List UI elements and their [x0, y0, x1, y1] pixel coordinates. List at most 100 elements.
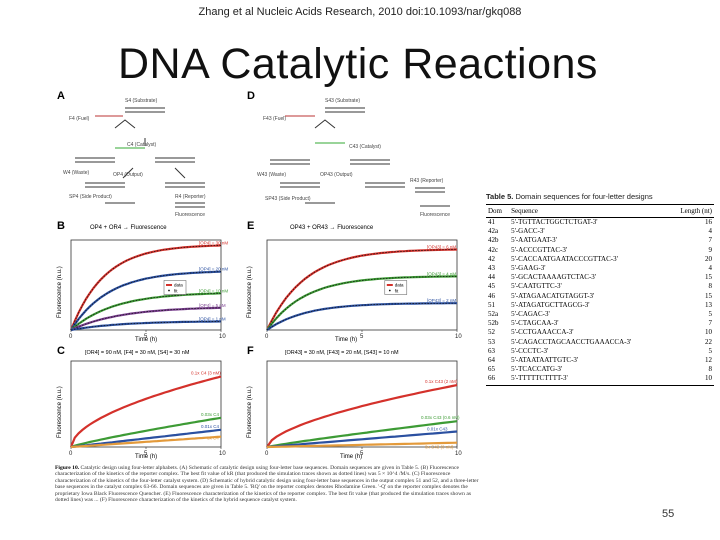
fit-curve [266, 249, 458, 331]
curve-label: 0.03x C43 (0.6 nM) [421, 415, 460, 420]
table-row: 41 5'-TGTTACTGGCTCTGAT-3' 16 [486, 218, 714, 228]
cell-dom: 51 [488, 300, 495, 309]
cell-dom: 43 [488, 264, 495, 273]
cell-length: 10 [705, 328, 712, 337]
schematic-a-text-7: Fluorescence [175, 212, 205, 218]
data-curve [266, 430, 458, 449]
panel-f-plot: F [OR43] = 30 nM, [F43] = 20 nM, [S43] =… [245, 343, 480, 460]
cell-length: 8 [708, 282, 713, 291]
legend-data-label: data [395, 283, 404, 288]
table-row: 66 5'-TTTTTCTTTT-3' 10 [486, 374, 714, 386]
cell-length: 9 [708, 245, 713, 254]
x-tick-label: 0 [265, 451, 269, 457]
panel-f-svg: [OR43] = 30 nM, [F43] = 20 nM, [S43] = 1… [247, 350, 462, 460]
data-curve [266, 384, 458, 448]
header-length: Length (nt) [668, 204, 714, 218]
cell-sequence: 5'-AATGAAT-3' [511, 236, 557, 245]
cell-dom: 46 [488, 291, 495, 300]
x-tick-label: 5 [360, 334, 364, 340]
cell-length: 4 [708, 227, 713, 236]
figure-10: A S4 (Substrate) F4 (Fuel) C4 (Catalyst)… [55, 88, 480, 460]
panel-b-plot: B OP4 + OR4 → Fluorescence Fluorescence … [55, 218, 245, 343]
cell-dom: 41 [488, 218, 495, 226]
x-tick-label: 0 [69, 451, 73, 457]
legend-data-label: data [174, 283, 183, 288]
cell-sequence: 5'-CAGACCTAGCAACCTGAAACCA-3' [511, 337, 632, 346]
x-tick-label: 5 [144, 451, 148, 457]
x-tick-label: 0 [265, 334, 269, 340]
cell-dom: 63 [488, 346, 495, 355]
table-row: 51 5'-ATAGATGCTTAGCG-3' 13 [486, 301, 714, 310]
schematic-a-text-2: C4 (Catalyst) [127, 142, 157, 148]
schematic-a-text-4: OP4 (Output) [113, 172, 143, 178]
cell-dom: 52b [488, 319, 499, 328]
cell-sequence: 5'-CCTGAAACCA-3' [511, 328, 574, 337]
panel-e-label: E [247, 220, 255, 232]
figure-caption-label: Figure 10. [55, 465, 80, 471]
table-row: 52a 5'-CAGAC-3' 5 [486, 310, 714, 319]
x-tick-label: 10 [219, 451, 226, 457]
data-curve [70, 306, 222, 332]
table-caption: Table 5. Domain sequences for four-lette… [486, 192, 714, 201]
x-tick-label: 0 [69, 334, 73, 340]
cell-sequence: 5'-CACCAATGAATACCCGTTAC-3' [511, 254, 618, 263]
schematic-d-text-3: W43 (Waste) [257, 172, 286, 178]
schematic-d-text-2: C43 (Catalyst) [349, 144, 381, 150]
cell-length: 15 [705, 273, 712, 282]
panel-a-diagram: S4 (Substrate) F4 (Fuel) C4 (Catalyst) W… [63, 98, 206, 218]
panel-c-label: C [57, 345, 65, 357]
cell-sequence: 5'-CCCTC-3' [511, 346, 549, 355]
table-row: 64 5'-ATAATAATTGTC-3' 12 [486, 356, 714, 365]
panel-b-label: B [57, 220, 65, 232]
panel-c-plot: C [OR4] = 90 nM, [F4] = 30 nM, [S4] = 30… [55, 343, 245, 460]
curve-label: 0x C43 (0 nM) [425, 445, 454, 450]
curve-label: [OP4] = 20 nM [199, 267, 228, 272]
curve-label: 0.03x C4 [201, 412, 220, 417]
cell-sequence: 5'-TGTTACTGGCTCTGAT-3' [511, 218, 598, 226]
sequence-table: Dom Sequence Length (nt) 41 5'-TGTTACTGGC… [486, 204, 714, 386]
table-row: 43 5'-GAAG-3' 4 [486, 264, 714, 273]
data-curve [266, 302, 457, 331]
cell-sequence: 5'-GACC-3' [511, 227, 545, 236]
table-row: 52 5'-CCTGAAACCA-3' 10 [486, 328, 714, 337]
panel-b-svg: OP4 + OR4 → Fluorescence Fluorescence (n… [57, 225, 228, 343]
cell-sequence: 5'-CAATGTTC-3' [511, 282, 562, 291]
curve-label: 0.1x C43 (2 nM) [425, 379, 458, 384]
cell-dom: 66 [486, 374, 510, 386]
cell-dom: 42b [488, 236, 499, 245]
cell-length: 5 [708, 346, 713, 355]
curve-label: [OP4] = 10 nM [199, 288, 228, 293]
schematic-a-text-6: R4 (Reporter) [175, 194, 206, 200]
table-caption-label: Table 5. [486, 192, 514, 201]
cell-dom: 64 [488, 356, 495, 365]
cell-length: 8 [708, 365, 713, 374]
data-curve [266, 420, 458, 449]
fit-curve [70, 292, 222, 331]
panel-d-schematic: D S43 (Substrate) F43 (Fuel) C43 (Cataly… [245, 88, 480, 218]
cell-dom: 44 [488, 273, 495, 282]
x-tick-label: 10 [455, 334, 462, 340]
schematic-d-text-1: F43 (Fuel) [263, 116, 286, 122]
cell-sequence: 5'-GAAG-3' [511, 264, 546, 273]
panel-c-svg: [OR4] = 90 nM, [F4] = 30 nM, [S4] = 30 n… [57, 350, 226, 460]
cell-length: 10 [668, 374, 714, 386]
fit-curve [266, 276, 457, 331]
panel-c-conditions: [OR4] = 90 nM, [F4] = 30 nM, [S4] = 30 n… [85, 350, 190, 356]
schematic-a-text-5: SP4 (Side Product) [69, 194, 112, 200]
slide-title: DNA Catalytic Reactions [118, 40, 598, 88]
panel-f-conditions: [OR43] = 30 nM, [F43] = 20 nM, [S43] = 1… [285, 350, 399, 356]
curve-label: [OP4] = 1 nM [199, 316, 226, 321]
legend-fit-label: fit [395, 289, 399, 294]
cell-sequence: 5'-CAGAC-3' [511, 310, 550, 319]
table-row: 42 5'-CACCAATGAATACCCGTTAC-3' 20 [486, 255, 714, 264]
panel-e-plot: E OP43 + OR43 → Fluorescence Fluorescenc… [245, 218, 480, 343]
schematic-d-text-6: R43 (Reporter) [410, 178, 444, 184]
curve-label: 0x C4 [207, 436, 219, 441]
citation-header: Zhang et al Nucleic Acids Research, 2010… [198, 6, 522, 18]
panel-e-xlabel: Time (h) [335, 337, 357, 343]
table-row: 42a 5'-GACC-3' 4 [486, 227, 714, 236]
legend-fit-label: fit [174, 289, 178, 294]
cell-sequence: 5'-ACCCGTTAC-3' [511, 245, 568, 254]
panel-a-schematic: A S4 (Substrate) F4 (Fuel) C4 (Catalyst)… [55, 88, 245, 218]
cell-dom: 42 [488, 254, 495, 263]
